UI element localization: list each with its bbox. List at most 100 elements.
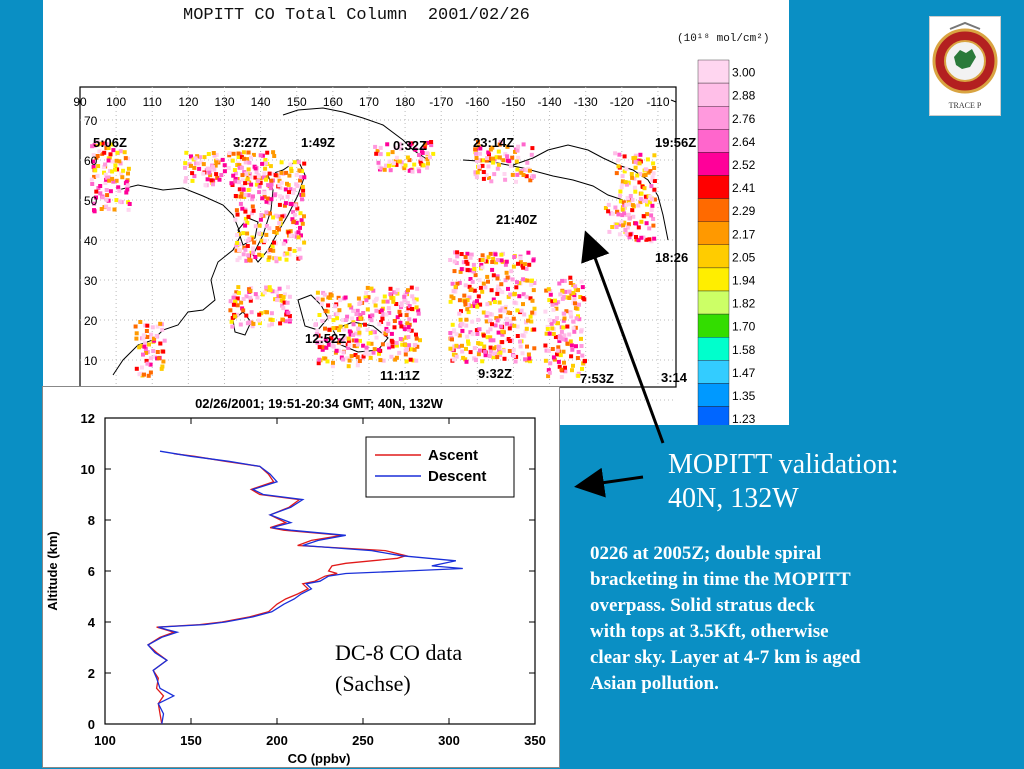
co-pixel bbox=[487, 301, 492, 306]
legend-box bbox=[365, 436, 515, 498]
co-pixel bbox=[405, 321, 410, 326]
co-pixel bbox=[475, 170, 480, 175]
co-pixel bbox=[651, 223, 656, 228]
co-pixel bbox=[488, 251, 493, 256]
co-pixel bbox=[111, 148, 116, 153]
colorbar-label: 1.35 bbox=[732, 389, 756, 403]
co-pixel bbox=[571, 291, 576, 295]
chart-legend: Ascent Descent bbox=[365, 436, 515, 498]
co-pixel bbox=[634, 235, 638, 239]
co-pixel bbox=[526, 318, 531, 323]
co-pixel bbox=[470, 319, 475, 324]
co-pixel bbox=[134, 331, 139, 336]
co-pixel bbox=[497, 142, 502, 147]
co-pixel bbox=[235, 241, 240, 245]
co-pixel bbox=[265, 150, 270, 155]
map-lon-label: -140 bbox=[538, 95, 562, 109]
co-pixel bbox=[518, 260, 523, 265]
co-pixel bbox=[103, 162, 108, 167]
co-pixel bbox=[270, 322, 274, 327]
co-pixel bbox=[409, 347, 414, 352]
co-pixel bbox=[620, 181, 625, 186]
co-pixel bbox=[330, 343, 335, 348]
co-pixel bbox=[628, 232, 633, 237]
co-pixel bbox=[378, 358, 383, 363]
colorbar-swatch bbox=[697, 313, 730, 338]
co-pixel bbox=[561, 349, 566, 354]
co-pixel bbox=[525, 344, 529, 349]
co-pixel bbox=[287, 252, 292, 257]
co-pixel bbox=[450, 322, 455, 327]
co-pixel bbox=[267, 323, 272, 328]
co-pixel bbox=[292, 187, 297, 192]
co-pixel bbox=[486, 164, 491, 169]
co-pixel bbox=[253, 175, 258, 180]
co-pixel bbox=[501, 158, 506, 163]
co-pixel bbox=[271, 248, 276, 253]
co-pixel bbox=[547, 331, 552, 336]
co-pixel bbox=[273, 256, 278, 261]
co-pixel bbox=[108, 152, 113, 157]
co-pixel bbox=[137, 345, 142, 350]
co-pixel bbox=[212, 153, 217, 158]
co-pixel bbox=[492, 300, 497, 304]
co-pixel bbox=[250, 324, 255, 329]
map-overpass-time: 1:49Z bbox=[301, 135, 335, 150]
co-pixel bbox=[104, 197, 109, 202]
slide-title-line-2: 40N, 132W bbox=[668, 483, 799, 514]
co-pixel bbox=[355, 308, 360, 313]
co-pixel bbox=[245, 157, 250, 162]
co-pixel bbox=[263, 166, 268, 171]
co-pixel bbox=[496, 149, 501, 154]
co-pixel bbox=[532, 306, 537, 311]
co-pixel bbox=[276, 214, 281, 219]
co-pixel bbox=[241, 297, 246, 301]
co-pixel bbox=[649, 213, 654, 218]
co-pixel bbox=[452, 344, 457, 349]
co-pixel bbox=[243, 192, 248, 197]
co-pixel bbox=[458, 269, 463, 274]
co-pixel bbox=[244, 258, 249, 263]
co-pixel bbox=[569, 314, 574, 319]
co-pixel bbox=[125, 183, 130, 188]
co-pixel bbox=[625, 195, 630, 200]
colorbar-label: 2.41 bbox=[732, 181, 756, 195]
co-pixel bbox=[568, 281, 573, 285]
co-pixel bbox=[270, 318, 275, 322]
co-pixel bbox=[239, 194, 243, 199]
colorbar-swatch bbox=[697, 129, 730, 153]
co-pixel bbox=[126, 166, 131, 171]
co-pixel bbox=[231, 173, 236, 178]
co-pixel bbox=[459, 252, 464, 256]
co-pixel bbox=[386, 306, 391, 311]
co-pixel bbox=[501, 348, 506, 353]
co-pixel bbox=[478, 302, 483, 307]
co-pixel bbox=[413, 147, 418, 152]
co-pixel bbox=[243, 181, 248, 186]
co-pixel bbox=[622, 203, 627, 208]
co-pixel bbox=[329, 293, 334, 298]
co-pixel bbox=[334, 348, 339, 353]
co-pixel bbox=[406, 306, 411, 311]
co-pixel bbox=[468, 277, 473, 281]
co-pixel bbox=[486, 150, 491, 155]
co-pixel bbox=[95, 154, 100, 158]
co-pixel bbox=[323, 308, 328, 313]
co-pixel bbox=[511, 347, 516, 352]
map-overpass-time: 0:32Z bbox=[393, 138, 427, 153]
co-pixel bbox=[385, 142, 390, 147]
co-pixel bbox=[520, 263, 525, 268]
map-overpass-time: 9:32Z bbox=[478, 366, 512, 381]
co-pixel bbox=[299, 218, 304, 223]
co-pixel bbox=[320, 319, 325, 323]
co-pixel bbox=[528, 359, 533, 364]
colorbar-label: 1.70 bbox=[732, 320, 756, 334]
co-pixel bbox=[119, 171, 124, 176]
co-pixel bbox=[247, 160, 252, 165]
co-pixel bbox=[619, 185, 624, 190]
co-pixel bbox=[403, 343, 408, 347]
co-pixel bbox=[651, 171, 656, 176]
co-pixel bbox=[259, 213, 264, 217]
co-pixel bbox=[473, 273, 478, 278]
map-lon-label: 110 bbox=[143, 95, 162, 109]
